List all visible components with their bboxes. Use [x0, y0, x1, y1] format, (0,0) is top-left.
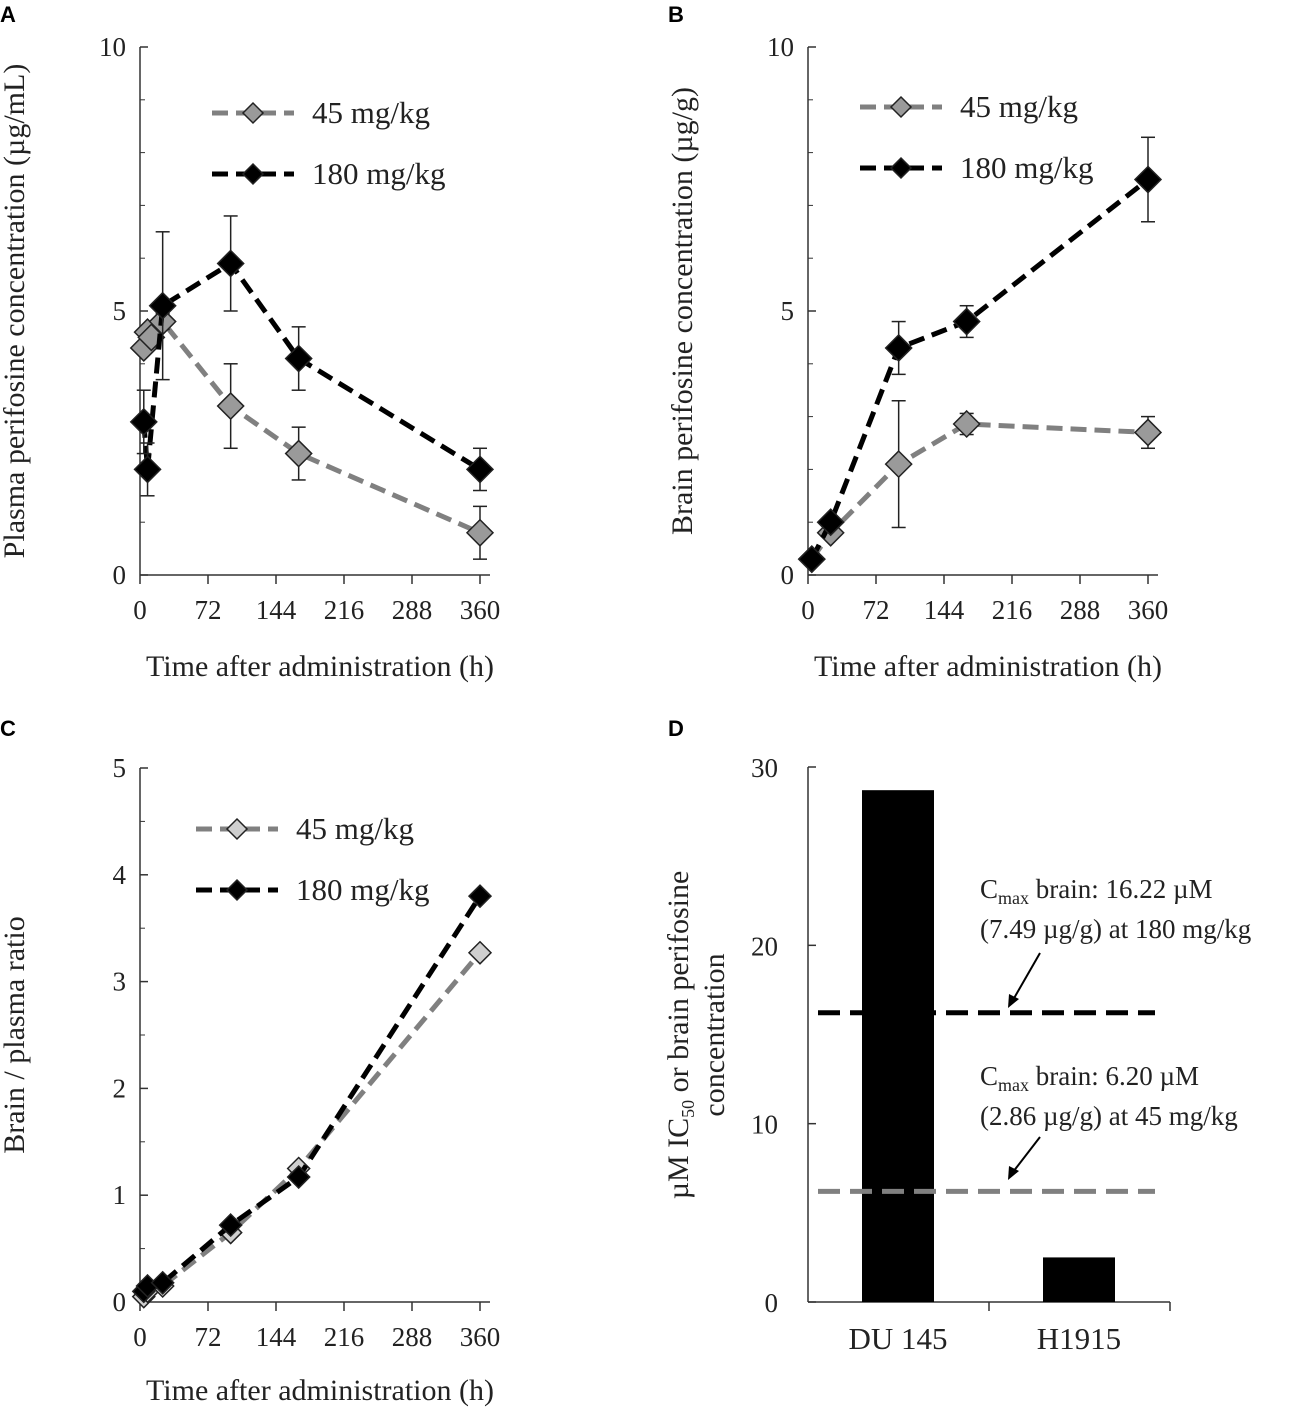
panel-b-series-180-point — [816, 508, 845, 537]
panel-c-series-180-point — [467, 884, 493, 909]
panel-a-series-45-line — [141, 317, 482, 536]
panel-c-xlabel: Time after administration (h) — [146, 1374, 494, 1407]
panel-b-x-tick-label: 360 — [1128, 595, 1169, 625]
cmax-45-label-line2: (2.86 µg/g) at 45 mg/kg — [980, 1101, 1238, 1131]
panel-c-series-180-point — [286, 1164, 311, 1190]
panel-c-series-180-legend-label: 180 mg/kg — [296, 872, 429, 907]
panel-d-bar-du-145 — [862, 790, 934, 1302]
panel-c-x-tick-label: 288 — [392, 1322, 433, 1352]
panel-c-y-tick-label: 3 — [113, 967, 127, 997]
panel-d-y-tick-label: 30 — [751, 753, 778, 783]
panel-c-y-tick-label: 1 — [113, 1180, 127, 1210]
panel-b-series-180-point — [952, 307, 981, 336]
panel-a-series-180-point — [216, 249, 245, 278]
panel-a-x-tick-label: 288 — [392, 595, 433, 625]
panel-a-series-45-point — [216, 391, 245, 421]
panel-b-series-180-point — [884, 333, 913, 363]
panel-a-chart: 0 5 10 0 72 144 216 288 360 Time after administra… — [0, 32, 500, 683]
panel-c-chart: 0 1 2 3 4 5 0 72 144 216 288 360 Time after administ… — [0, 753, 500, 1407]
panel-b-y-tick-label: 10 — [767, 32, 794, 62]
panel-c-series-45-legend-label: 45 mg/kg — [296, 811, 414, 846]
panel-a-series-180-legend-marker — [241, 162, 265, 186]
panel-b-series-45-point — [1133, 418, 1163, 447]
panel-d-chart: µM IC50 or brain perifosine concentratio… — [662, 753, 1251, 1356]
cmax-180-label-line1: Cmax brain: 16.22 µM — [980, 874, 1213, 908]
panel-c-series-45-legend-marker — [225, 817, 249, 841]
panel-c-series-45-point — [467, 940, 493, 965]
panel-letter-d: D — [668, 716, 684, 741]
panel-letter-b: B — [668, 2, 684, 27]
cmax-180-arrow — [1008, 952, 1041, 1008]
panel-d-category-label: DU 145 — [848, 1321, 947, 1356]
panel-d-ylabel-line1: µM IC50 or brain perifosine — [662, 871, 698, 1200]
panel-c-x-tick-label: 144 — [256, 1322, 297, 1352]
panel-b-series-180-point — [797, 545, 826, 574]
panel-a-series-45-point — [465, 518, 495, 547]
panel-letter-a: A — [0, 2, 16, 27]
panel-b-x-tick-label: 144 — [924, 595, 965, 625]
panel-c-x-tick-label: 0 — [133, 1322, 147, 1352]
panel-d-y-tick-label: 10 — [751, 1110, 778, 1140]
panel-a-series-180-point — [148, 291, 177, 320]
panel-b-x-tick-label: 72 — [863, 595, 890, 625]
panel-c-x-tick-label: 360 — [460, 1322, 501, 1352]
panel-b-series-180-legend-marker — [889, 156, 913, 180]
panel-letter-c: C — [0, 716, 16, 741]
panel-d-ylabel-line2: concentration — [698, 953, 731, 1116]
cmax-180-label-line2: (7.49 µg/g) at 180 mg/kg — [980, 914, 1251, 944]
panel-a-series-45-legend-label: 45 mg/kg — [312, 95, 430, 130]
panel-b-series-180-point — [1133, 165, 1163, 194]
panel-a-x-tick-label: 0 — [133, 595, 147, 625]
panel-b-series-45-legend-marker — [889, 95, 913, 119]
panel-b-series-180-legend-label: 180 mg/kg — [960, 150, 1093, 185]
panel-c-x-tick-label: 216 — [324, 1322, 365, 1352]
panel-a-series-180-point — [133, 455, 162, 484]
panel-a-x-tick-label: 216 — [324, 595, 365, 625]
panel-a-xlabel: Time after administration (h) — [146, 650, 494, 683]
panel-a-series-180-line — [141, 260, 482, 472]
panel-b-series-45-legend-label: 45 mg/kg — [960, 89, 1078, 124]
panel-d-y-tick-label: 0 — [765, 1288, 779, 1318]
panel-b-y-tick-label: 5 — [781, 296, 795, 326]
panel-a-series-180-point — [465, 455, 495, 484]
panel-c-ylabel: Brain / plasma ratio — [0, 916, 31, 1153]
panel-d-y-tick-label: 20 — [751, 931, 778, 961]
panel-c-series-180-point — [218, 1213, 243, 1238]
panel-a-series-45-point — [284, 439, 313, 468]
panel-a-series-180-point — [129, 407, 158, 436]
panel-b-x-tick-label: 216 — [992, 595, 1033, 625]
panel-a-series-180-legend-label: 180 mg/kg — [312, 156, 445, 191]
panel-c-series-45-line — [141, 951, 482, 1299]
cmax-45-arrow — [1008, 1136, 1041, 1180]
panel-a-x-tick-label: 360 — [460, 595, 501, 625]
panel-c-x-tick-label: 72 — [195, 1322, 222, 1352]
panel-a-series-45-legend-marker — [241, 101, 265, 125]
panel-c-y-tick-label: 5 — [113, 753, 127, 783]
panel-d-category-label: H1915 — [1037, 1321, 1121, 1356]
panel-a-x-tick-label: 72 — [195, 595, 222, 625]
panel-b-ylabel: Brain perifosine concentration (µg/g) — [666, 87, 699, 535]
cmax-45-label-line1: Cmax brain: 6.20 µM — [980, 1061, 1199, 1095]
panel-c-y-tick-label: 2 — [113, 1073, 127, 1103]
panel-c-series-180-legend-marker — [225, 878, 249, 902]
panel-b-series-45-point — [952, 409, 981, 439]
panel-c-series-180-line — [141, 894, 483, 1293]
panel-d-bar-h1915 — [1043, 1257, 1115, 1302]
panel-a-series-180-point — [284, 344, 313, 373]
panel-a-y-tick-label: 10 — [99, 32, 126, 62]
panel-a-y-tick-label: 0 — [113, 560, 127, 590]
panel-c-series-180-point — [150, 1270, 175, 1295]
panel-b-x-tick-label: 0 — [801, 595, 815, 625]
panel-a-ylabel: Plasma perifosine concentration (µg/mL) — [0, 64, 31, 559]
panel-a-x-tick-label: 144 — [256, 595, 297, 625]
panel-b-xlabel: Time after administration (h) — [814, 650, 1162, 683]
panel-b-series-45-point — [884, 450, 913, 479]
panel-c-y-tick-label: 4 — [113, 860, 127, 890]
panel-b-x-tick-label: 288 — [1060, 595, 1101, 625]
panel-b-y-tick-label: 0 — [781, 560, 795, 590]
panel-b-chart: 0 5 10 0 72 144 216 288 360 Time after administra… — [666, 32, 1168, 683]
panel-c-y-tick-label: 0 — [113, 1287, 127, 1317]
panel-a-y-tick-label: 5 — [113, 296, 127, 326]
